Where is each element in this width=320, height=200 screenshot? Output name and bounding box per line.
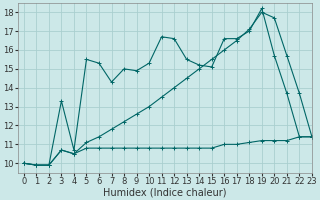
X-axis label: Humidex (Indice chaleur): Humidex (Indice chaleur) bbox=[103, 187, 227, 197]
